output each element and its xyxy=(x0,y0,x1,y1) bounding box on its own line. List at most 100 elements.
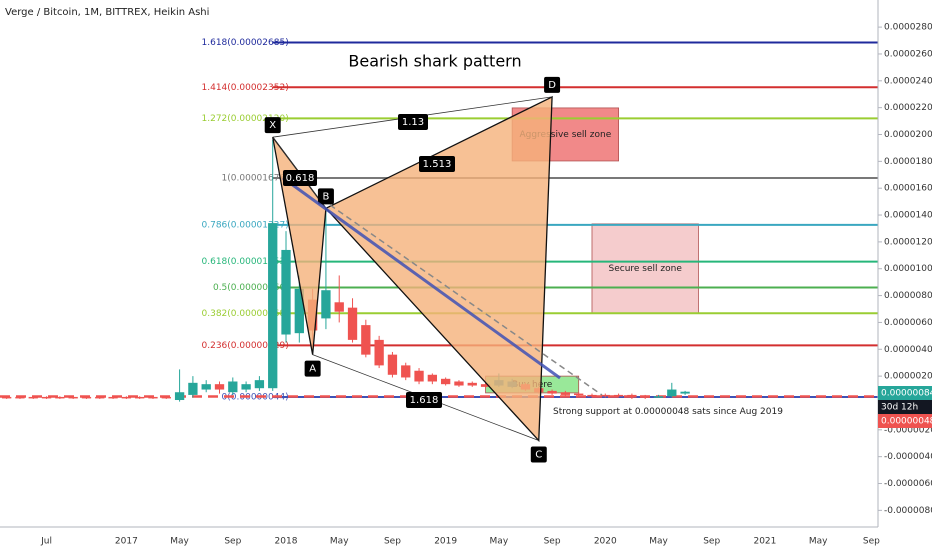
ratio-label: 1.13 xyxy=(402,117,424,128)
x-tick-label: Sep xyxy=(384,537,401,547)
candle-body xyxy=(188,382,198,395)
ratio-box xyxy=(419,156,455,172)
candle-body xyxy=(667,389,677,397)
x-tick-label: 2021 xyxy=(753,537,776,547)
ratio-label: 1.513 xyxy=(423,159,452,170)
fib-label: 0.236(0.00000429) xyxy=(202,341,289,351)
zone-label: Aggressive sell zone xyxy=(519,130,611,140)
candle-body xyxy=(1,396,12,399)
pattern-point-label: D xyxy=(548,80,556,91)
x-tick-label: May xyxy=(330,537,349,547)
candle-body xyxy=(174,392,185,401)
candle-body xyxy=(640,396,650,398)
candle-body xyxy=(574,393,584,396)
candle-body xyxy=(108,396,118,399)
x-tick-label: May xyxy=(170,537,189,547)
candle-body xyxy=(680,391,690,394)
x-tick-label: 2019 xyxy=(434,537,457,547)
x-tick-label: Sep xyxy=(703,537,720,547)
candle-body xyxy=(68,396,78,399)
zone-label: Secure sell zone xyxy=(609,264,683,274)
ratio-label: 1.618 xyxy=(410,395,439,406)
candle-body xyxy=(148,396,158,399)
y-tick-label: 0.00002800 xyxy=(884,23,932,33)
price-label-box xyxy=(878,400,932,414)
fib-levels: 1.618(0.00002685) 1.414(0.00002352) 1.272(… xyxy=(0,38,878,417)
x-tick-label: 2017 xyxy=(115,537,138,547)
pattern-point-box xyxy=(530,446,547,463)
x-tick-label: May xyxy=(809,537,828,547)
x-tick-label: Sep xyxy=(863,537,880,547)
candle-body xyxy=(427,374,438,382)
support-label: Strong support at 0.00000048 sats since … xyxy=(553,407,783,417)
pattern-point-label: C xyxy=(535,450,542,461)
pattern-point-box xyxy=(317,188,334,205)
candle-body xyxy=(214,384,225,390)
candle-body xyxy=(440,378,451,385)
candle-body xyxy=(600,394,610,397)
trend-line xyxy=(282,176,561,380)
candle-body xyxy=(81,396,92,399)
candles xyxy=(1,139,690,402)
pattern-point-label: A xyxy=(309,364,316,375)
candle-body xyxy=(161,396,171,399)
x-tick-label: 2018 xyxy=(275,537,298,547)
ratio-box xyxy=(406,392,442,408)
pattern-leg-bcd xyxy=(324,95,553,443)
fib-label: 1.272(0.00002120) xyxy=(202,114,289,124)
x-tick-label: Sep xyxy=(544,537,561,547)
candle-body xyxy=(454,381,464,386)
x-tick-label: 2020 xyxy=(594,537,617,547)
candle-body xyxy=(241,384,251,390)
price-label: 0.00000084 xyxy=(881,389,932,399)
candle-body xyxy=(587,394,597,397)
candle-body xyxy=(374,339,384,366)
candle-body xyxy=(15,396,25,399)
candle-body xyxy=(28,396,38,399)
candle-body xyxy=(254,380,265,389)
fib-label: 0.382(0.00000668) xyxy=(202,309,289,319)
trend-line-dashed xyxy=(329,204,603,396)
pattern-point-label: X xyxy=(269,120,276,131)
fib-label: 1.414(0.00002352) xyxy=(202,83,289,93)
candle-body xyxy=(547,390,557,394)
candle-body xyxy=(401,365,411,378)
candle-body xyxy=(347,307,358,340)
candle-body xyxy=(201,384,211,390)
candle-body xyxy=(334,302,344,312)
ratios: 0.618 1.13 1.513 1.618 xyxy=(283,114,455,408)
pattern-point-box xyxy=(264,117,281,134)
candle-body xyxy=(121,396,132,399)
chart-header: Verge / Bitcoin, 1M, BITTREX, Heikin Ash… xyxy=(5,7,209,18)
fib-label: 1.618(0.00002685) xyxy=(202,38,289,48)
ratio-box xyxy=(283,170,317,186)
fib-label: 0.786(0.00001327) xyxy=(202,220,289,230)
candle-body xyxy=(41,396,52,399)
pattern-point-box xyxy=(544,76,561,93)
candle-body xyxy=(55,396,65,399)
candle-body xyxy=(480,384,491,387)
price-label-box xyxy=(878,386,932,400)
candle-body xyxy=(613,394,624,397)
fib-label: 0.618(0.00001053) xyxy=(202,257,289,267)
candle-body xyxy=(560,392,571,395)
fib-label: 0.5(0.00000860) xyxy=(213,283,289,293)
candle-body xyxy=(321,290,331,319)
